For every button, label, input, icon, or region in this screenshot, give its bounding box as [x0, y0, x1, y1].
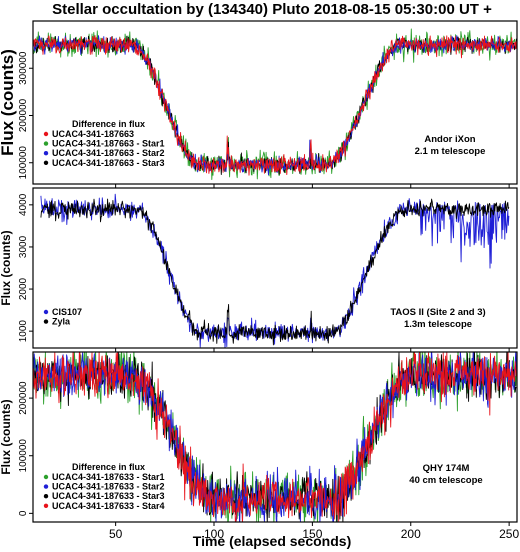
legend-entry: UCAC4-341-187663 - Star1	[52, 139, 165, 149]
traces	[33, 352, 517, 522]
instrument-annotation: 1.3m telescope	[404, 319, 472, 330]
series-line-4	[33, 352, 517, 522]
y-axis-label: Flux (counts)	[0, 399, 13, 474]
series-line-3	[33, 35, 517, 176]
instrument-annotation: QHY 174M	[423, 463, 470, 474]
legend-entry: UCAC4-341-187633 - Star4	[52, 501, 165, 511]
legend-title: Difference in flux	[72, 462, 145, 472]
legend-entry: CIS107	[52, 307, 82, 317]
legend-entry: UCAC4-341-187633 - Star1	[52, 472, 165, 482]
legend-marker	[43, 141, 49, 146]
x-tick-label: 100	[204, 527, 224, 541]
traces	[33, 28, 517, 180]
series-line-2	[40, 198, 510, 346]
y-tick-label: 300000	[18, 51, 29, 85]
instrument-annotation: TAOS II (Site 2 and 3)	[390, 307, 485, 318]
y-axis-label: Flux (counts)	[0, 230, 13, 305]
legend-marker	[43, 494, 49, 499]
x-axis-label: Time (elapsed seconds)	[193, 533, 351, 549]
figure-title: Stellar occultation by (134340) Pluto 20…	[52, 1, 492, 18]
y-tick-label: 4000	[18, 193, 29, 216]
x-tick-label: 250	[499, 527, 519, 541]
legend-entry: UCAC4-341-187663 - Star3	[52, 158, 165, 168]
legend-marker	[43, 309, 49, 315]
y-tick-label: 100000	[18, 439, 29, 473]
legend-marker	[43, 474, 49, 480]
y-tick-label: 100000	[18, 146, 29, 180]
legend-marker	[43, 319, 49, 324]
legend-entry: UCAC4-341-187633 - Star2	[52, 482, 165, 492]
instrument-annotation: Andor iXon	[424, 134, 475, 145]
traces	[40, 193, 510, 348]
y-tick-label: 200000	[18, 98, 29, 132]
legend: Difference in fluxUCAC4-341-187663UCAC4-…	[43, 119, 165, 168]
y-tick-label: 200000	[18, 381, 29, 415]
plot-frame	[32, 20, 518, 185]
instrument-annotation: 40 cm telescope	[409, 475, 482, 486]
instrument-annotation: 2.1 m telescope	[415, 146, 486, 157]
series-line-1	[33, 35, 517, 176]
x-tick-label: 200	[401, 527, 421, 541]
legend-marker	[43, 151, 49, 156]
legend-entry: UCAC4-341-187633 - Star3	[52, 491, 165, 501]
legend-entry: UCAC4-341-187663	[52, 129, 134, 139]
legend-entry: Zyla	[52, 317, 71, 327]
legend-marker	[43, 484, 49, 489]
y-tick-label: 3000	[18, 235, 29, 258]
legend-marker	[43, 160, 49, 165]
y-tick-label: 0	[18, 510, 29, 516]
x-tick-label: 150	[302, 527, 322, 541]
legend-entry: UCAC4-341-187663 - Star2	[52, 148, 165, 158]
y-tick-label: 1000	[18, 320, 29, 343]
legend-marker	[43, 503, 49, 508]
plot-frame	[32, 187, 518, 349]
legend-marker	[43, 131, 49, 137]
plot-frame	[32, 351, 518, 523]
legend-title: Difference in flux	[72, 119, 145, 129]
x-tick-label: 50	[109, 527, 123, 541]
panel-3: 50 100 150 200 250 0 100000 200000 Flux (counts)…	[0, 351, 519, 541]
y-axis-label: Flux (counts)	[0, 49, 17, 156]
y-tick-label: 2000	[18, 277, 29, 300]
